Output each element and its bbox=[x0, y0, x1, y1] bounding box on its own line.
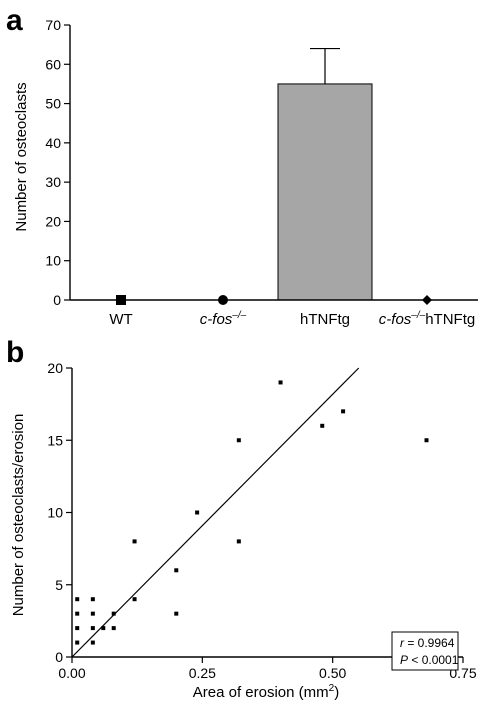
scatter-point bbox=[236, 539, 241, 544]
scatter-point bbox=[101, 626, 106, 631]
panel-b-plot bbox=[71, 367, 463, 658]
scatter-point bbox=[75, 611, 80, 616]
panel-letter-b: b bbox=[6, 336, 24, 369]
regression-line bbox=[71, 367, 360, 658]
stats-p-value: < 0.0001 bbox=[408, 653, 459, 667]
panel-a-y-tick-label: 60 bbox=[45, 56, 61, 72]
panel-a-y-axis-label: Number of osteoclasts bbox=[13, 82, 30, 231]
panel-b-x-axis-label-end: ) bbox=[334, 684, 339, 701]
panel-a-y-tick-label: 50 bbox=[45, 96, 61, 112]
panel-b-x-tick-label: 0.50 bbox=[319, 665, 346, 681]
scatter-point bbox=[75, 626, 80, 631]
panel-b-y-tick-label: 20 bbox=[47, 360, 63, 376]
scatter-point bbox=[174, 568, 179, 573]
panel-a-y-tick-label: 30 bbox=[45, 174, 61, 190]
panel-a-plot bbox=[69, 25, 478, 305]
panel-letter-a: a bbox=[6, 4, 23, 37]
scatter-point bbox=[90, 597, 95, 602]
stats-box-border bbox=[391, 631, 459, 671]
panel-a-y-ticks: 0 10 20 30 40 50 60 70 bbox=[45, 17, 70, 308]
scatter-point bbox=[90, 611, 95, 616]
panel-a-y-tick-label: 0 bbox=[53, 292, 61, 308]
panel-b-x-axis-label-main: Area of erosion (mm bbox=[193, 684, 329, 701]
stats-box: r = 0.9964 P < 0.0001 bbox=[391, 631, 459, 671]
scatter-point bbox=[90, 626, 95, 631]
scatter-point bbox=[424, 438, 429, 443]
scatter-point bbox=[320, 423, 325, 428]
scatter-point bbox=[195, 510, 200, 515]
stats-r: r = 0.9964 bbox=[400, 636, 455, 650]
panel-a-category-labels: WT c-fos–/– hTNFtg c-fos–/–hTNFtg bbox=[109, 310, 475, 328]
panel-a-y-tick-label: 10 bbox=[45, 253, 61, 269]
panel-b-y-tick-label: 0 bbox=[55, 649, 63, 665]
category-label: WT bbox=[109, 311, 132, 328]
stats-r-value: = 0.9964 bbox=[404, 636, 455, 650]
scatter-point bbox=[90, 640, 95, 645]
panel-b-x-tick-label: 0.00 bbox=[58, 665, 85, 681]
panel-b-x-axis-label: Area of erosion (mm2) bbox=[193, 683, 339, 701]
category-label: c-fos–/– bbox=[200, 310, 247, 328]
scatter-point bbox=[341, 409, 346, 414]
bar bbox=[277, 83, 373, 301]
scatter-point bbox=[278, 380, 283, 385]
stats-p-label: P bbox=[400, 653, 408, 667]
panel-b-y-axis-label: Number of osteoclasts/erosion bbox=[10, 414, 27, 617]
panel-a-y-tick-label: 40 bbox=[45, 135, 61, 151]
panel-b-y-tick-label: 5 bbox=[55, 577, 63, 593]
stats-p: P < 0.0001 bbox=[400, 653, 459, 667]
scatter-point bbox=[174, 611, 179, 616]
scatter-point bbox=[75, 640, 80, 645]
scatter-point bbox=[111, 611, 116, 616]
panel-b-x-axis-label-sup: 2 bbox=[329, 683, 335, 694]
scatter-point bbox=[75, 597, 80, 602]
stats-r-label: r bbox=[400, 636, 405, 650]
scatter-point bbox=[236, 438, 241, 443]
panel-b-y-tick-label: 10 bbox=[47, 505, 63, 521]
panel-a-y-tick-label: 70 bbox=[45, 17, 61, 33]
panel-b-y-tick-label: 15 bbox=[47, 432, 63, 448]
panel-a-y-tick-label: 20 bbox=[45, 213, 61, 229]
category-label: c-fos–/–hTNFtg bbox=[379, 310, 475, 328]
category-label: hTNFtg bbox=[300, 311, 350, 328]
scatter-point bbox=[111, 626, 116, 631]
scatter-point bbox=[132, 539, 137, 544]
panel-b-x-tick-label: 0.25 bbox=[189, 665, 216, 681]
scatter-point bbox=[132, 597, 137, 602]
panel-b-y-ticks: 0 5 10 15 20 bbox=[47, 360, 72, 665]
